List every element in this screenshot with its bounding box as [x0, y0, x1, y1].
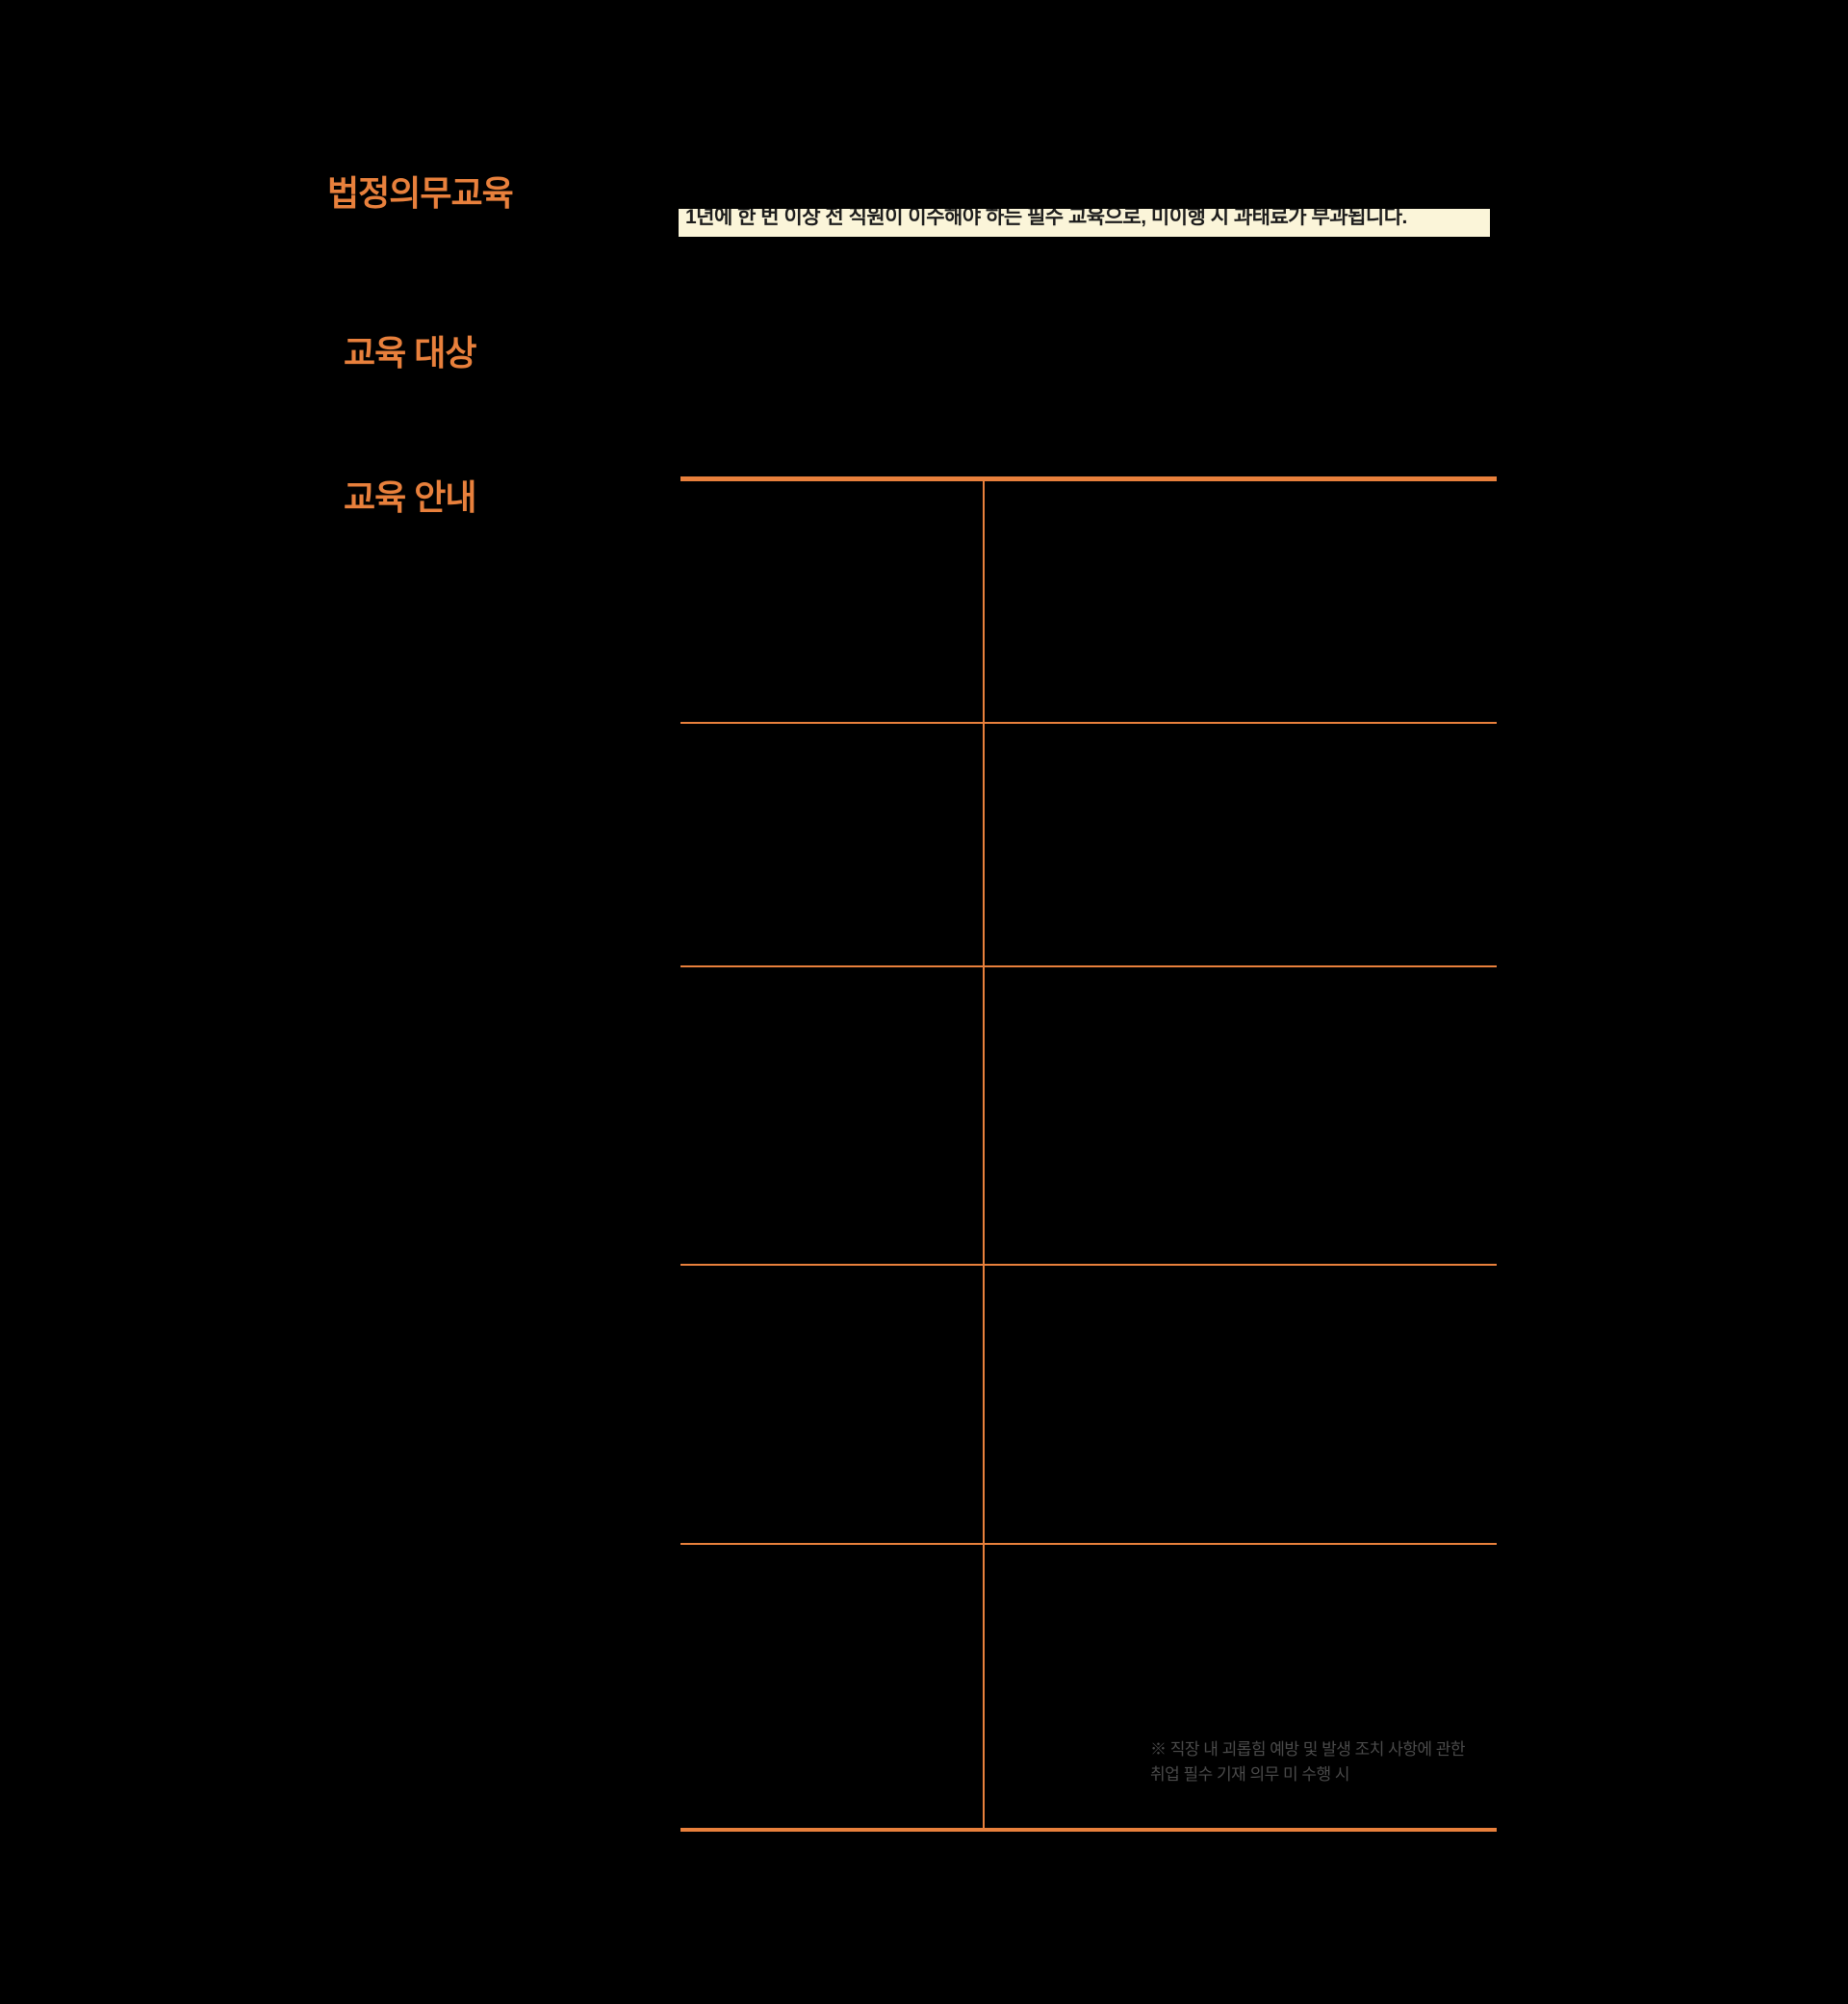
table-cell-r1c2 — [983, 481, 1497, 724]
table-cell-r5c2: ※ 직장 내 괴롭힘 예방 및 발생 조치 사항에 관한 취업 필수 기재 의무… — [983, 1545, 1497, 1828]
footnote: ※ 직장 내 괴롭힘 예방 및 발생 조치 사항에 관한 취업 필수 기재 의무… — [1150, 1737, 1466, 1787]
table-cell-r2c2 — [983, 724, 1497, 967]
section-title-education-guide: 교육 안내 — [344, 477, 476, 517]
footnote-line-1: ※ 직장 내 괴롭힘 예방 및 발생 조치 사항에 관한 — [1150, 1740, 1466, 1759]
table-cell-r5c1 — [680, 1545, 983, 1828]
table-cell-r3c2 — [983, 967, 1497, 1266]
highlight-text: 1년에 한 번 이상 전 직원이 이수해야 하는 필수 교육으로, 미이행 시 … — [685, 209, 1407, 228]
table-cell-r1c1 — [680, 481, 983, 724]
table-cell-r4c1 — [680, 1266, 983, 1545]
table-cell-r4c2 — [983, 1266, 1497, 1545]
highlight-band: 1년에 한 번 이상 전 직원이 이수해야 하는 필수 교육으로, 미이행 시 … — [679, 209, 1490, 237]
table-cell-r3c1 — [680, 967, 983, 1266]
education-table: ※ 직장 내 괴롭힘 예방 및 발생 조치 사항에 관한 취업 필수 기재 의무… — [680, 476, 1497, 1832]
page-title: 법정의무교육 — [327, 173, 514, 213]
section-title-education-target: 교육 대상 — [344, 333, 476, 373]
footnote-line-2: 취업 필수 기재 의무 미 수행 시 — [1150, 1765, 1350, 1784]
table-cell-r2c1 — [680, 724, 983, 967]
